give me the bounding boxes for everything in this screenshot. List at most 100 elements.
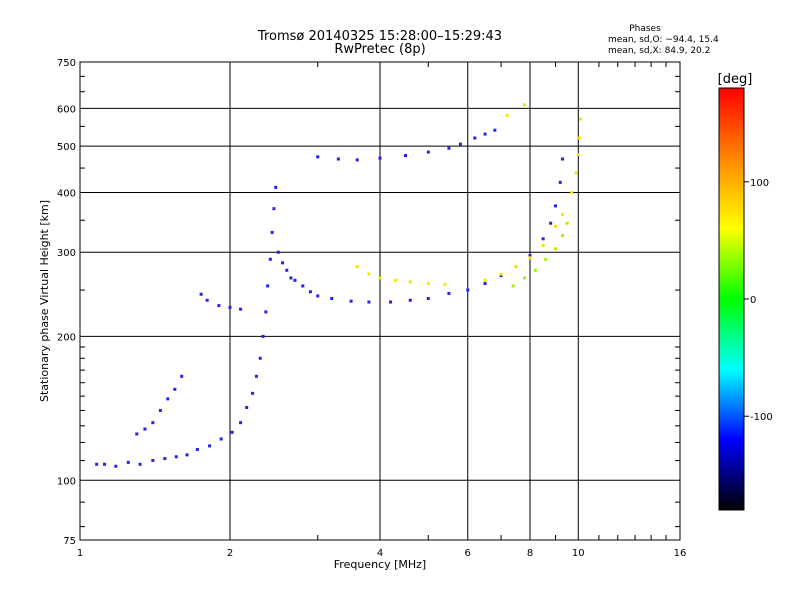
data-point xyxy=(199,292,203,296)
x-tick-label: 2 xyxy=(227,548,233,559)
y-tick-label: 600 xyxy=(57,104,76,115)
data-point xyxy=(544,257,548,261)
data-point xyxy=(408,280,412,284)
data-point xyxy=(135,432,139,436)
x-tick-label: 16 xyxy=(674,548,687,559)
data-points xyxy=(95,103,582,468)
data-point xyxy=(143,427,147,431)
data-point xyxy=(426,150,430,154)
data-point xyxy=(541,237,545,241)
data-point xyxy=(264,310,268,314)
data-point xyxy=(553,224,557,228)
data-point xyxy=(553,204,557,208)
plot-grid xyxy=(80,62,680,540)
x-tick-label: 8 xyxy=(527,548,533,559)
data-point xyxy=(426,282,430,286)
data-point xyxy=(95,462,99,466)
data-point xyxy=(166,397,170,401)
data-point xyxy=(389,300,393,304)
data-point xyxy=(270,230,274,234)
data-point xyxy=(239,307,243,311)
data-point xyxy=(274,185,278,189)
data-point xyxy=(254,374,258,378)
data-point xyxy=(514,265,518,269)
data-point xyxy=(483,278,487,282)
data-point xyxy=(447,146,451,150)
data-point xyxy=(378,156,382,160)
x-tick-label: 1 xyxy=(77,548,83,559)
data-point xyxy=(285,268,289,272)
chart-subtitle: RwPretec (8p) xyxy=(334,42,425,57)
data-point xyxy=(239,421,243,425)
phase-box: Phases mean, sd,O: −94.4, 15.4 mean, sd,… xyxy=(608,24,719,56)
y-tick-label: 200 xyxy=(57,332,76,343)
y-tick-label: 75 xyxy=(63,536,76,547)
data-point xyxy=(276,250,280,254)
data-point xyxy=(499,272,503,276)
y-tick-label: 300 xyxy=(57,248,76,259)
data-point xyxy=(367,272,371,276)
data-point xyxy=(493,128,497,132)
data-point xyxy=(138,462,142,466)
phase-box-line-x: mean, sd,X: 84.9, 20.2 xyxy=(608,46,710,56)
data-point xyxy=(180,374,184,378)
data-point xyxy=(394,278,398,282)
data-point xyxy=(466,288,470,292)
data-point xyxy=(483,282,487,286)
data-point xyxy=(151,458,155,462)
y-tick-label: 500 xyxy=(57,142,76,153)
data-point xyxy=(289,276,293,280)
colorbar-tick-label: -100 xyxy=(750,412,773,423)
data-point xyxy=(426,297,430,301)
data-point xyxy=(293,278,297,282)
data-point xyxy=(281,261,285,265)
y-tick-label: 400 xyxy=(57,188,76,199)
data-point xyxy=(523,276,527,280)
data-point xyxy=(499,274,503,278)
data-point xyxy=(151,421,155,425)
data-point xyxy=(185,453,189,457)
colorbar-label: [deg] xyxy=(718,72,753,87)
data-point xyxy=(208,444,212,448)
data-point xyxy=(251,391,255,395)
data-point xyxy=(561,234,565,238)
data-point xyxy=(217,304,221,308)
data-point xyxy=(578,117,582,121)
colorbar-ticks: 100 0 -100 xyxy=(744,178,773,423)
data-point xyxy=(574,171,578,175)
data-point xyxy=(447,291,451,295)
data-point xyxy=(443,282,447,286)
data-point xyxy=(505,113,509,117)
data-point xyxy=(258,356,262,360)
data-point xyxy=(355,265,359,269)
colorbar-tick-label: 0 xyxy=(750,295,756,306)
data-point xyxy=(158,408,162,412)
data-point xyxy=(483,132,487,136)
data-point xyxy=(308,290,312,294)
data-point xyxy=(103,462,107,466)
data-point xyxy=(245,405,249,409)
data-point xyxy=(528,256,532,260)
x-axis-label: Frequency [MHz] xyxy=(334,558,426,571)
data-point xyxy=(378,276,382,280)
data-point xyxy=(173,387,177,391)
y-tick-label: 750 xyxy=(57,58,76,69)
data-point xyxy=(219,437,223,441)
colorbar-tick-label: 100 xyxy=(750,178,769,189)
data-point xyxy=(577,136,581,140)
y-axis-ticks: 75 100 200 300 400 500 600 750 xyxy=(57,58,680,547)
data-point xyxy=(266,284,270,288)
y-tick-label: 100 xyxy=(57,476,76,487)
data-point xyxy=(565,221,569,225)
colorbar xyxy=(718,87,745,511)
data-point xyxy=(458,142,462,146)
data-point xyxy=(473,136,477,140)
phase-box-title: Phases xyxy=(629,24,661,34)
plot-frame xyxy=(79,61,681,541)
data-point xyxy=(523,103,527,107)
data-point xyxy=(403,154,407,158)
data-point xyxy=(408,298,412,302)
data-point xyxy=(549,221,553,225)
data-point xyxy=(533,268,537,272)
